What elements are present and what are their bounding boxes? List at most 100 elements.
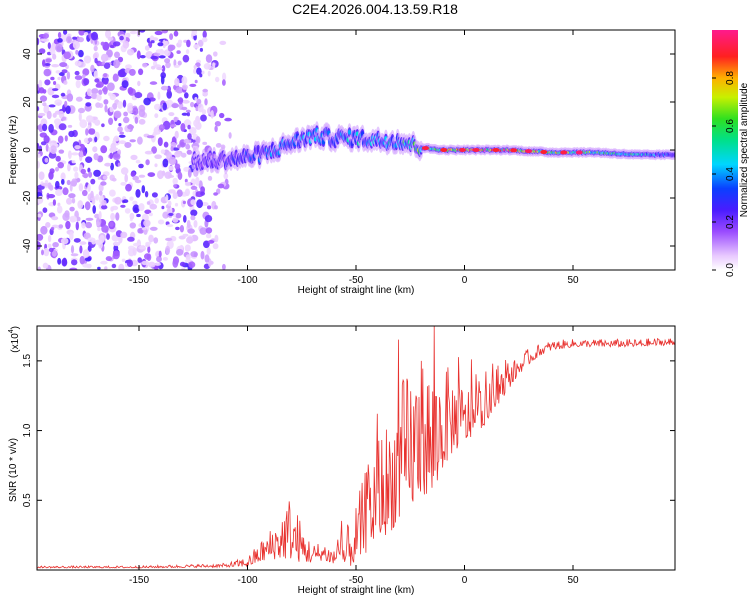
- noise-blob: [94, 119, 101, 126]
- noise-blob: [58, 123, 67, 131]
- noise-blob: [41, 249, 44, 256]
- noise-blob: [154, 262, 161, 266]
- noise-blob: [87, 167, 91, 173]
- noise-blob: [137, 228, 143, 234]
- noise-blob: [187, 124, 191, 130]
- noise-blob: [212, 243, 219, 250]
- noise-blob: [90, 64, 95, 73]
- noise-blob: [117, 56, 124, 63]
- noise-blob: [85, 221, 92, 229]
- noise-blob: [138, 109, 146, 118]
- noise-blob: [171, 103, 179, 109]
- noise-blob: [122, 199, 129, 204]
- noise-blob: [206, 247, 211, 255]
- noise-blob: [156, 67, 163, 71]
- noise-blob: [46, 110, 52, 120]
- ridge-peak: [510, 148, 518, 153]
- noise-blob: [93, 45, 98, 52]
- noise-blob: [177, 60, 182, 66]
- noise-blob: [37, 106, 40, 112]
- noise-blob: [207, 175, 213, 181]
- noise-blob: [85, 128, 89, 136]
- noise-blob: [187, 228, 195, 234]
- noise-blob: [184, 92, 189, 99]
- noise-blob: [127, 87, 134, 95]
- noise-blob: [207, 70, 211, 77]
- noise-blob: [129, 30, 137, 35]
- noise-blob: [56, 205, 63, 214]
- colorbar-tick-label: 0.6: [725, 119, 736, 133]
- noise-blob: [40, 183, 49, 187]
- noise-blob: [173, 184, 177, 188]
- noise-blob: [163, 40, 169, 46]
- noise-blob: [97, 227, 101, 232]
- noise-blob: [205, 233, 212, 239]
- ridge-peak: [492, 148, 500, 152]
- noise-blob: [79, 119, 88, 129]
- noise-blob: [51, 63, 60, 68]
- noise-blob: [37, 196, 43, 204]
- noise-blob: [74, 171, 79, 179]
- noise-blob: [166, 224, 174, 228]
- noise-blob: [39, 95, 48, 102]
- noise-blob: [55, 70, 61, 74]
- noise-blob: [146, 201, 151, 205]
- noise-blob: [93, 70, 99, 79]
- colorbar-tick-label: 0.2: [725, 215, 736, 229]
- noise-blob: [83, 78, 90, 86]
- ridge-peak: [540, 150, 548, 154]
- noise-blob: [222, 79, 226, 86]
- noise-blob: [129, 139, 136, 143]
- noise-blob: [217, 183, 225, 189]
- noise-blob: [138, 203, 145, 211]
- noise-blob: [84, 95, 92, 100]
- noise-blob: [111, 263, 117, 269]
- noise-blob: [186, 236, 194, 244]
- noise-blob: [79, 150, 84, 157]
- y-tick-label: 0.5: [22, 493, 33, 507]
- noise-blob: [85, 102, 92, 107]
- snr-background: [37, 326, 675, 570]
- noise-blob: [50, 227, 55, 231]
- noise-blob: [156, 256, 162, 263]
- noise-blob: [180, 123, 186, 132]
- noise-blob: [215, 76, 220, 83]
- noise-blob: [172, 177, 178, 185]
- noise-blob: [172, 259, 179, 268]
- noise-blob: [190, 199, 196, 206]
- noise-blob: [129, 222, 136, 229]
- noise-blob: [199, 227, 208, 235]
- noise-blob: [79, 241, 87, 245]
- noise-blob: [161, 30, 168, 34]
- noise-blob: [162, 102, 167, 111]
- noise-blob: [71, 259, 78, 266]
- noise-blob: [162, 211, 170, 219]
- noise-blob: [53, 81, 57, 85]
- noise-blob: [100, 145, 108, 154]
- noise-blob: [98, 211, 102, 220]
- noise-blob: [70, 253, 79, 257]
- noise-blob: [42, 262, 49, 269]
- noise-blob: [165, 61, 171, 69]
- noise-blob: [138, 163, 144, 169]
- noise-blob: [147, 246, 151, 253]
- noise-blob: [119, 35, 124, 41]
- noise-blob: [74, 75, 83, 81]
- noise-blob: [139, 30, 146, 33]
- ridge-peak: [525, 149, 532, 154]
- noise-blob: [184, 178, 188, 183]
- noise-blob: [149, 226, 158, 231]
- noise-blob: [54, 99, 63, 106]
- noise-blob: [130, 154, 138, 161]
- noise-blob: [52, 53, 57, 60]
- noise-blob: [175, 226, 180, 231]
- noise-blob: [123, 116, 130, 124]
- noise-blob: [168, 189, 176, 194]
- noise-blob: [179, 225, 184, 233]
- spectrogram-y-axis-label: Frequency (Hz): [8, 116, 19, 185]
- noise-blob: [190, 101, 195, 108]
- noise-blob: [193, 119, 199, 127]
- noise-blob: [188, 261, 196, 269]
- noise-blob: [96, 81, 104, 88]
- noise-blob: [55, 189, 63, 196]
